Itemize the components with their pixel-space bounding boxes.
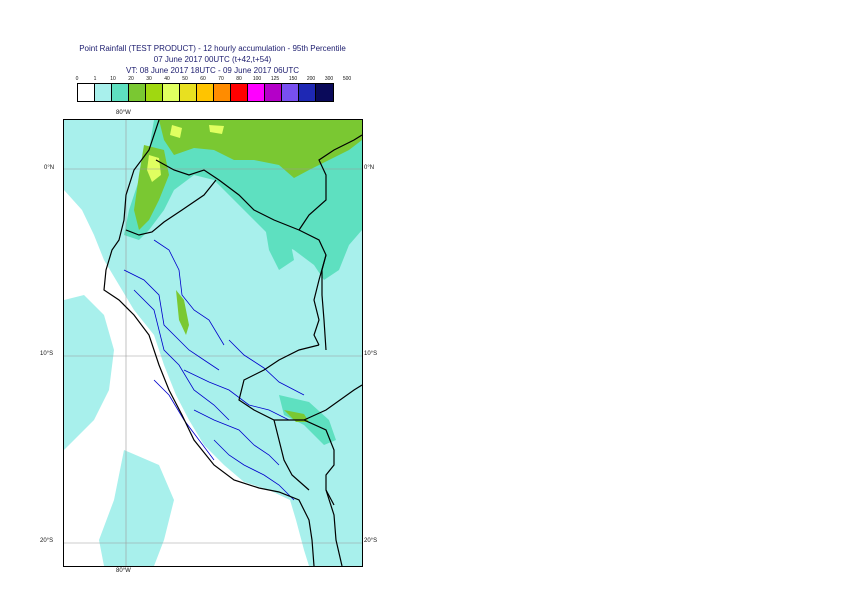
lat-label-right-0: 0°N — [364, 165, 375, 171]
province-boundaries — [123, 239, 305, 501]
legend-swatch — [95, 84, 112, 101]
legend-tick-label: 125 — [270, 76, 280, 82]
legend-tick-label: 150 — [288, 76, 298, 82]
rain-20mm-area — [159, 120, 362, 178]
legend-swatch — [146, 84, 163, 101]
legend-tick-label: 1 — [93, 76, 97, 82]
legend-swatch — [316, 84, 333, 101]
legend-tick-label: 30 — [146, 76, 152, 82]
legend-tick-label: 100 — [252, 76, 262, 82]
legend-tick-label: 50 — [182, 76, 188, 82]
rain-20mm-south — [284, 410, 309, 422]
legend-tick-label: 60 — [200, 76, 206, 82]
rain-20mm-ridge — [134, 145, 169, 230]
legend-tick-label: 70 — [218, 76, 224, 82]
legend-swatch — [112, 84, 129, 101]
legend-swatch — [214, 84, 231, 101]
lat-label-left-20: 20°S — [40, 538, 54, 544]
lat-label-right-10: 10°S — [364, 351, 378, 357]
color-legend — [77, 83, 334, 102]
legend-swatch — [163, 84, 180, 101]
chart-title: Point Rainfall (TEST PRODUCT) - 12 hourl… — [79, 44, 346, 53]
legend-tick-label: 40 — [164, 76, 170, 82]
legend-swatch — [78, 84, 95, 101]
rain-20mm-andes — [176, 290, 189, 335]
rain-40mm-spot-2 — [170, 125, 182, 138]
legend-swatch — [180, 84, 197, 101]
legend-tick-label: 20 — [128, 76, 134, 82]
legend-swatch — [265, 84, 282, 101]
legend-tick-label: 300 — [324, 76, 334, 82]
rain-10mm-patch-2 — [264, 220, 294, 270]
legend-tick-label: 10 — [110, 76, 116, 82]
rain-40mm-spot-3 — [209, 125, 224, 134]
legend-tick-label: 200 — [306, 76, 316, 82]
lat-label-left-0: 0°N — [44, 165, 55, 171]
legend-swatch — [129, 84, 146, 101]
legend-swatch — [248, 84, 265, 101]
lat-label-right-20: 20°S — [364, 538, 378, 544]
legend-tick-label: 80 — [236, 76, 242, 82]
rain-40mm-spot-1 — [147, 155, 161, 182]
run-time: 07 June 2017 00UTC (t+42,t+54) — [153, 55, 272, 64]
south-ocean-patch — [99, 450, 174, 566]
legend-tick-label: 500 — [342, 76, 352, 82]
legend-swatch — [282, 84, 299, 101]
lon-label-bottom: 80°W — [116, 568, 131, 574]
legend-swatch — [231, 84, 248, 101]
legend-labels: 0 1 10 20 30 40 50 60 70 80 100 125 150 200 300 500 — [70, 76, 360, 84]
legend-swatch — [299, 84, 316, 101]
legend-swatch — [197, 84, 214, 101]
rainfall-map[interactable] — [63, 119, 363, 567]
valid-time: VT: 08 June 2017 18UTC - 09 June 2017 06… — [126, 66, 299, 75]
national-borders — [103, 120, 362, 566]
coastal-rain-patch — [64, 295, 114, 450]
lat-label-left-10: 10°S — [40, 351, 54, 357]
lon-label-top: 80°W — [116, 110, 131, 116]
legend-tick-label: 0 — [75, 76, 79, 82]
